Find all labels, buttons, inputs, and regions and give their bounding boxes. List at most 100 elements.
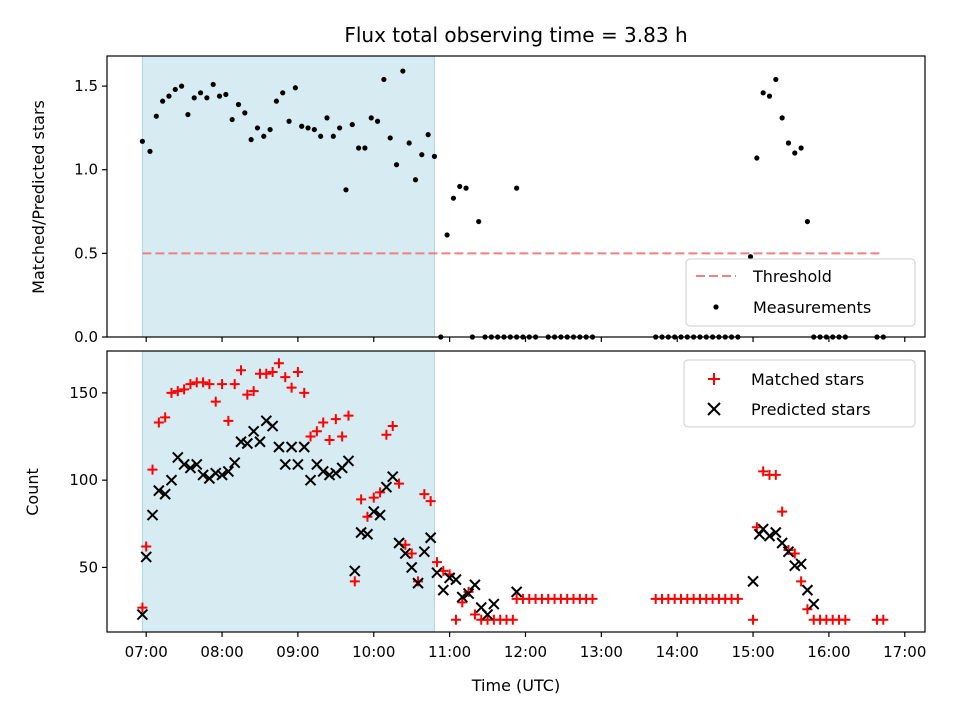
matched-star-point xyxy=(419,489,430,500)
measurement-point xyxy=(337,125,343,131)
x-tick-label: 15:00 xyxy=(731,643,774,661)
predicted-star-point xyxy=(292,458,304,471)
counts-x-ticks: 07:00 08:00 09:00 10:00 11:00 12:00 13:00 14:00… xyxy=(125,632,926,661)
matched-star-point xyxy=(507,614,518,625)
ratio-y-ticks: 0.0 0.5 1.0 1.5 xyxy=(74,77,107,346)
matched-star-point xyxy=(349,576,360,587)
x-tick-label: 10:00 xyxy=(352,643,395,661)
matched-star-point xyxy=(463,586,474,597)
x-axis-label: Time (UTC) xyxy=(471,676,560,695)
measurement-point xyxy=(425,132,431,138)
chart-title: Flux total observing time = 3.83 h xyxy=(344,23,687,47)
matched-star-point xyxy=(770,469,781,480)
predicted-star-point xyxy=(342,455,355,467)
legend-predicted-label: Predicted stars xyxy=(751,400,871,419)
measurement-point xyxy=(210,81,216,88)
predicted-star-point xyxy=(795,558,807,570)
measurement-point xyxy=(204,95,210,101)
measurement-point xyxy=(273,98,280,104)
matched-star-point xyxy=(587,593,598,604)
predicted-star-point xyxy=(393,537,405,549)
x-tick-label: 12:00 xyxy=(504,643,547,661)
x-tick-label: 09:00 xyxy=(276,643,319,661)
predicted-star-point xyxy=(254,436,266,448)
measurement-point xyxy=(185,111,191,118)
ratio-panel: 0.0 0.5 1.0 1.5 Matched/Predicted stars Thr… xyxy=(29,55,926,346)
matched-star-point xyxy=(330,414,341,425)
predicted-star-point xyxy=(399,547,412,560)
matched-star-point xyxy=(280,372,291,383)
predicted-star-point xyxy=(450,573,462,586)
matched-star-point xyxy=(172,386,183,397)
measurement-point xyxy=(147,148,153,154)
ratio-y-tick-label: 0.0 xyxy=(74,328,98,346)
matched-star-point xyxy=(261,368,272,379)
predicted-star-point xyxy=(178,458,190,471)
predicted-star-point xyxy=(159,488,171,500)
measurement-point xyxy=(387,135,393,141)
predicted-star-point xyxy=(317,465,329,478)
matched-star-point xyxy=(286,382,297,393)
measurement-point xyxy=(798,145,804,151)
legend-threshold-label: Threshold xyxy=(752,267,832,286)
measurement-point xyxy=(172,86,178,93)
measurement-point xyxy=(235,101,242,108)
measurement-point xyxy=(412,177,419,183)
predicted-star-point xyxy=(418,546,431,558)
matched-star-point xyxy=(292,366,303,377)
legend-matched-label: Matched stars xyxy=(751,370,864,389)
matched-star-point xyxy=(198,377,209,388)
measurement-point xyxy=(754,155,760,161)
matched-star-point xyxy=(431,557,442,568)
x-tick-label: 14:00 xyxy=(656,643,699,661)
measurement-point xyxy=(804,218,811,225)
predicted-star-point xyxy=(437,584,450,596)
predicted-star-point xyxy=(431,566,443,579)
measurement-point xyxy=(374,118,381,124)
predicted-star-point xyxy=(285,441,298,453)
measurement-point xyxy=(393,162,400,168)
measurement-point xyxy=(785,140,792,146)
ratio-y-tick-label: 1.0 xyxy=(74,161,98,179)
x-tick-label: 07:00 xyxy=(125,643,168,661)
matched-star-point xyxy=(758,466,769,477)
predicted-star-point xyxy=(469,579,481,591)
measurement-point xyxy=(779,115,785,121)
predicted-star-point xyxy=(801,584,814,596)
measurement-point xyxy=(197,90,204,96)
predicted-star-point xyxy=(165,474,178,486)
matched-star-point xyxy=(153,417,164,428)
predicted-stars-series xyxy=(136,415,820,621)
matched-star-point xyxy=(450,614,461,625)
measurement-point xyxy=(406,140,412,146)
ratio-y-tick-label: 1.5 xyxy=(74,77,98,95)
predicted-star-point xyxy=(304,474,317,486)
measurement-point xyxy=(216,93,223,99)
matched-star-point xyxy=(318,417,329,428)
matched-star-point xyxy=(210,396,221,407)
measurement-point xyxy=(324,115,330,121)
predicted-star-point xyxy=(146,509,159,521)
predicted-star-point xyxy=(808,598,820,610)
measurement-point xyxy=(355,145,362,151)
ratio-legend-frame xyxy=(685,258,916,327)
matched-star-point xyxy=(748,614,759,625)
counts-legend: Matched stars Predicted stars xyxy=(683,359,916,428)
matched-star-point xyxy=(147,464,158,475)
predicted-star-point xyxy=(462,587,475,600)
counts-panel: 50 100 150 07:00 08:00 09:00 10:00 11:00 12:00 1… xyxy=(23,350,926,695)
x-tick-label: 17:00 xyxy=(883,643,926,661)
matched-star-point xyxy=(179,384,190,395)
measurement-point xyxy=(191,95,197,101)
predicted-star-point xyxy=(241,437,254,450)
matched-star-point xyxy=(160,412,171,423)
measurement-point xyxy=(343,187,349,193)
matched-star-point xyxy=(777,506,788,517)
predicted-star-point xyxy=(387,470,399,483)
matched-star-point xyxy=(368,492,379,503)
measurement-point xyxy=(349,121,355,128)
predicted-star-point xyxy=(228,456,241,469)
matched-star-point xyxy=(337,431,348,442)
measurement-point xyxy=(792,150,798,156)
x-tick-label: 08:00 xyxy=(200,643,243,661)
